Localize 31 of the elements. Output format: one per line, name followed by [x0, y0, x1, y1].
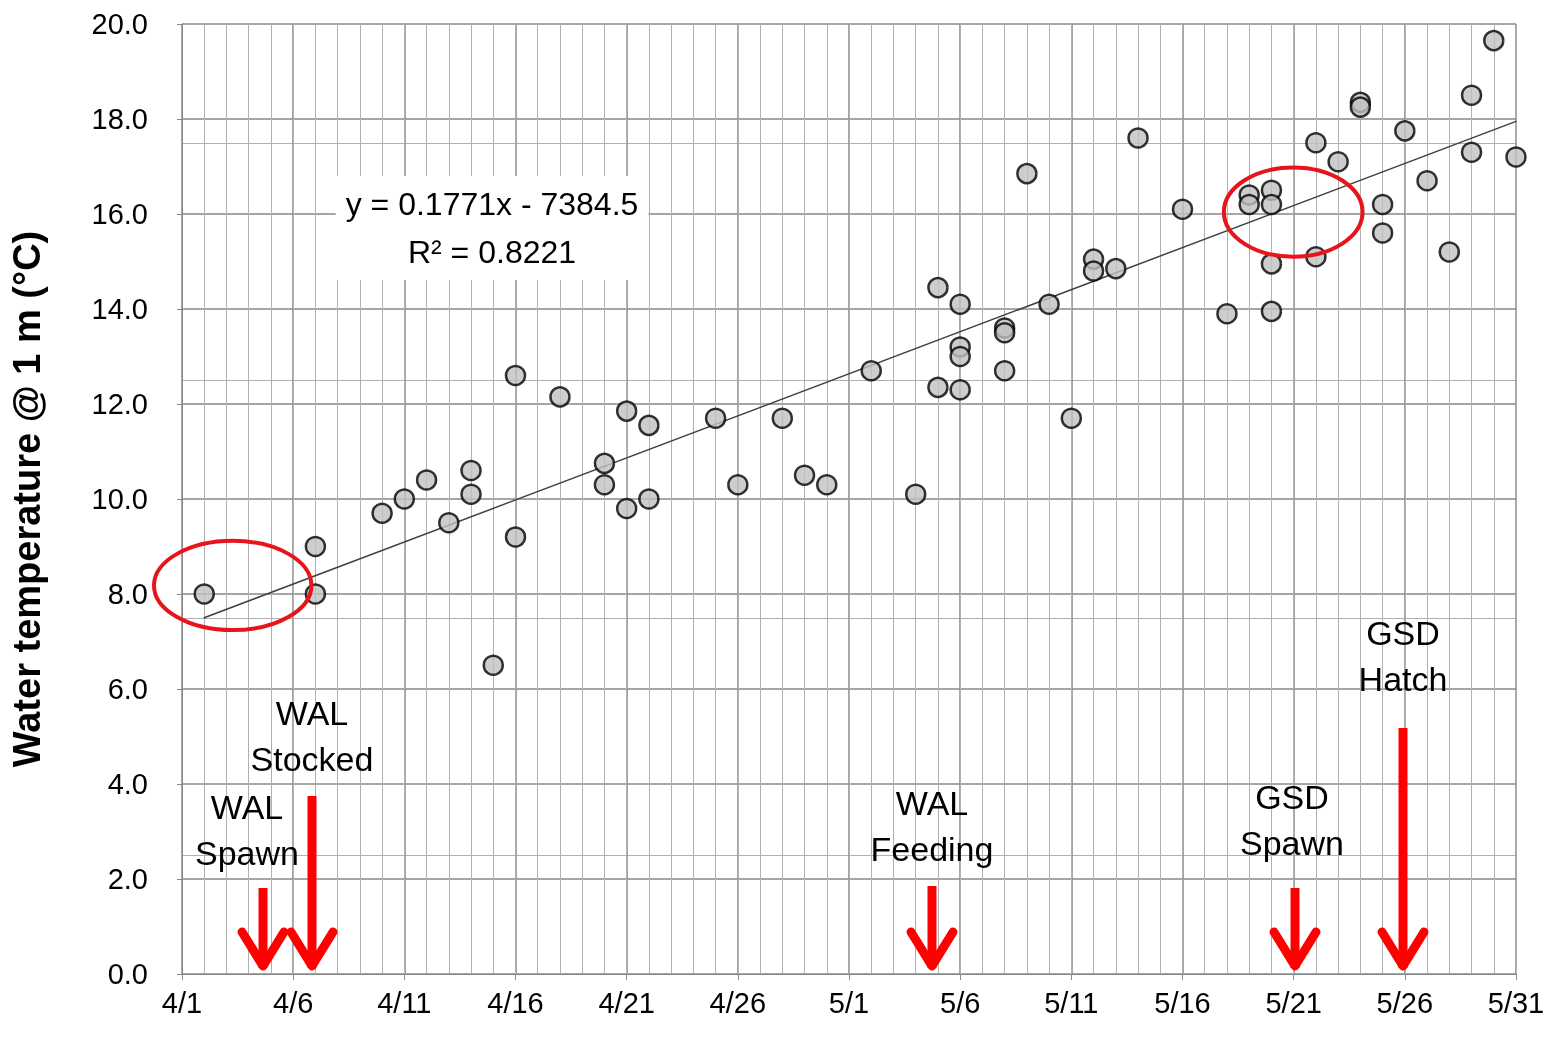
y-tick-label: 12.0 [91, 388, 148, 420]
y-tick-label: 18.0 [91, 103, 148, 135]
annotation: GSD Spawn [1240, 778, 1344, 862]
y-tick-label: 10.0 [91, 483, 148, 515]
x-tick-label: 4/11 [377, 986, 432, 1019]
annotation: WAL Feeding [870, 784, 994, 868]
annotation: WAL Spawn [195, 788, 299, 872]
y-tick-label: 14.0 [91, 293, 148, 325]
y-tick-label: 2.0 [107, 863, 148, 895]
x-tick-label: 5/16 [1154, 986, 1211, 1019]
annotation: WAL Stocked [250, 694, 374, 778]
annotation: y = 0.1771x - 7384.5 R² = 0.8221 [345, 186, 639, 270]
x-tick-label: 5/31 [1487, 986, 1545, 1019]
x-tick-label: 4/26 [709, 986, 767, 1019]
y-tick-label: 16.0 [91, 198, 148, 230]
x-tick-label: 5/26 [1376, 986, 1434, 1019]
y-axis-title: Water temperature @ 1 m (°C) [6, 230, 48, 768]
y-tick-label: 8.0 [107, 578, 148, 610]
x-tick-label: 5/21 [1265, 986, 1322, 1019]
annotation: GSD Hatch [1358, 614, 1448, 698]
y-tick-label: 20.0 [91, 8, 148, 40]
x-tick-label: 4/1 [161, 986, 203, 1019]
x-tick-label: 5/11 [1044, 986, 1099, 1019]
x-tick-label: 4/16 [487, 986, 544, 1019]
y-tick-label: 6.0 [107, 673, 148, 705]
x-tick-label: 4/21 [598, 986, 655, 1019]
x-tick-label: 5/6 [940, 986, 981, 1019]
y-tick-label: 4.0 [107, 768, 148, 800]
x-tick-label: 4/6 [273, 986, 314, 1019]
y-tick-label: 0.0 [107, 958, 148, 990]
x-tick-label: 5/1 [828, 986, 870, 1019]
